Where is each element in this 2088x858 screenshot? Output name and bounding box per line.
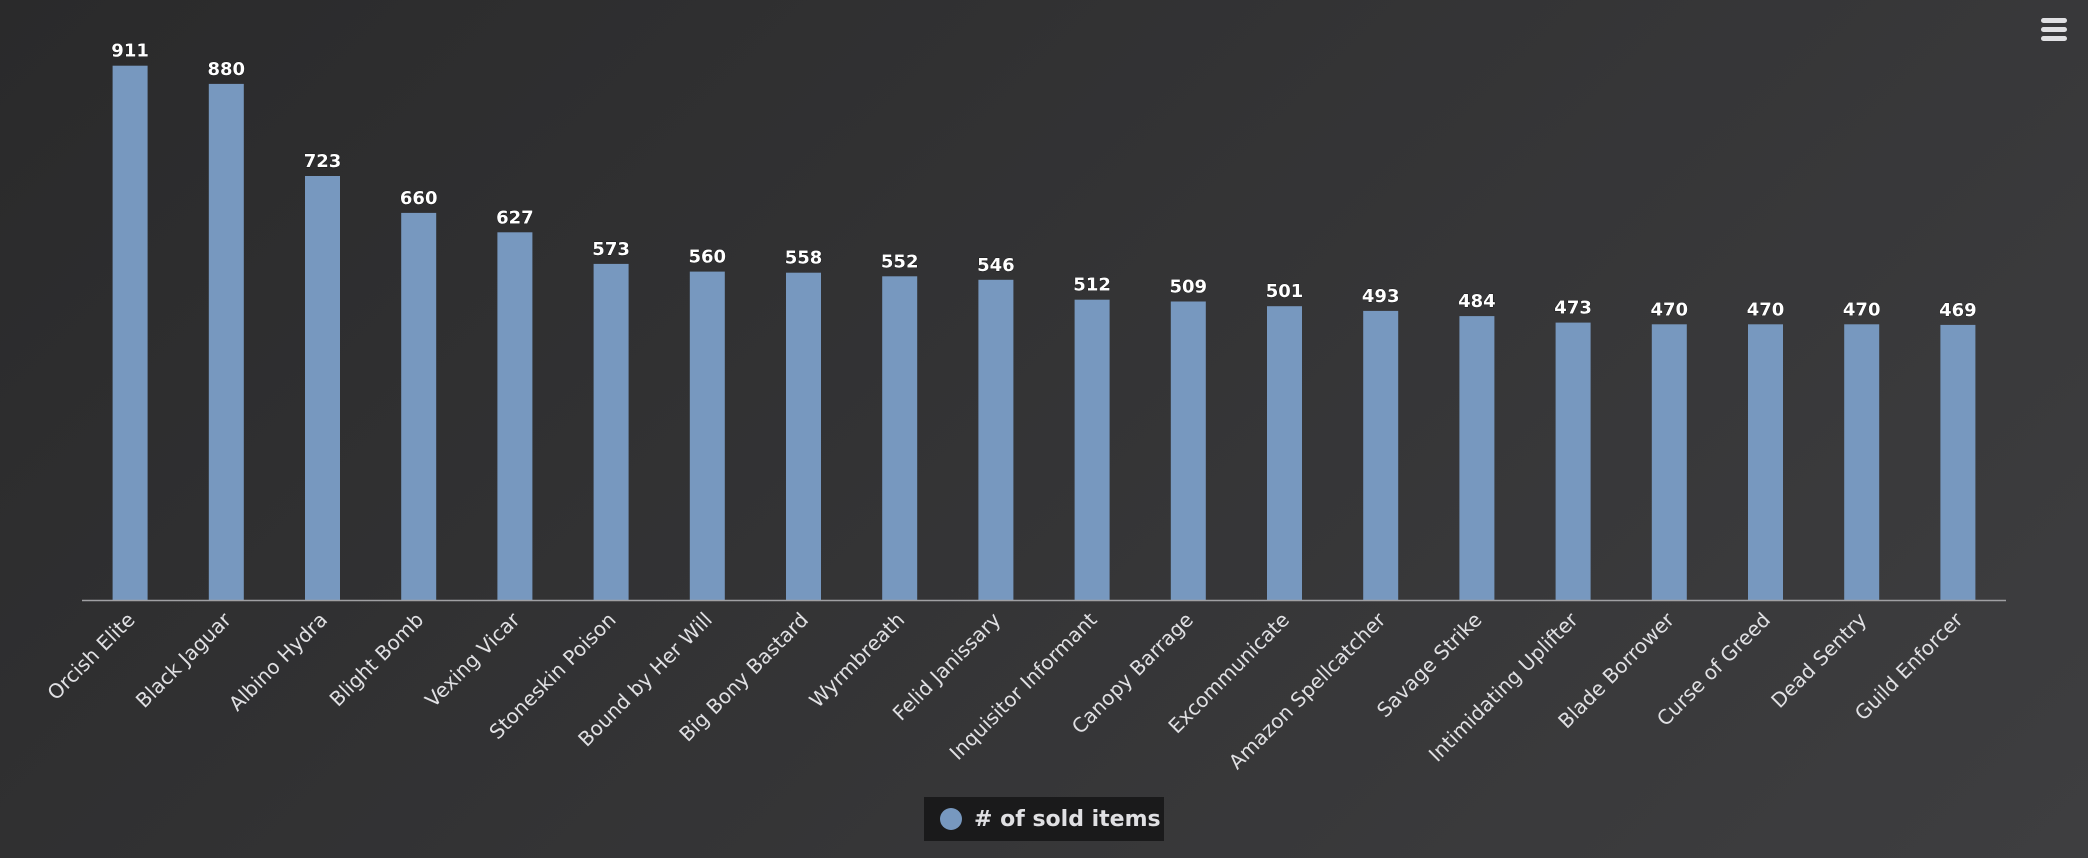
data-label: 560 [689,247,727,268]
data-label: 723 [304,151,342,172]
menu-line [2041,36,2067,41]
data-label: 470 [1747,299,1785,320]
legend-label: # of sold items [974,806,1161,832]
x-tick-label: Amazon Spellcatcher [1224,607,1391,774]
bar[interactable] [689,271,725,600]
bar[interactable] [1267,306,1302,600]
x-tick-label: Vexing Vicar [420,607,525,712]
bar[interactable] [305,176,340,600]
bar[interactable] [593,263,629,600]
data-label: 501 [1266,281,1304,302]
data-label: 627 [496,207,534,228]
data-label: 558 [785,248,823,269]
menu-line [2041,27,2067,32]
bar[interactable] [112,65,148,600]
bar[interactable] [1170,301,1206,601]
data-label: 470 [1843,299,1881,320]
legend-swatch [940,808,962,830]
data-label: 469 [1939,300,1977,321]
data-label: 573 [592,239,630,260]
bar[interactable] [401,212,437,600]
x-tick-label: Dead Sentry [1766,607,1871,712]
menu-line [2041,18,2067,23]
x-tick-label: Wyrmbreath [804,608,909,713]
data-label: 546 [977,255,1015,276]
data-label: 473 [1554,298,1592,319]
bar[interactable] [497,232,533,601]
bar[interactable] [1459,316,1495,600]
data-label: 512 [1073,275,1111,296]
x-tick-label: Albino Hydra [224,608,332,716]
bar[interactable] [1940,324,1976,600]
bar[interactable] [978,279,1014,600]
data-label: 470 [1651,299,1689,320]
x-tick-label: Blight Bomb [325,608,429,712]
data-label: 911 [111,41,149,62]
hamburger-menu-icon[interactable] [2036,12,2072,48]
bar[interactable] [786,272,821,600]
legend-item[interactable]: # of sold items [924,797,1164,841]
x-tick-label: Orcish Elite [42,608,139,705]
bar[interactable] [882,276,918,600]
bar[interactable] [1748,324,1783,600]
bar[interactable] [1844,324,1880,600]
bar[interactable] [1074,299,1110,600]
bar[interactable] [1651,324,1687,600]
bar[interactable] [1363,310,1399,600]
data-label: 552 [881,251,919,272]
bar[interactable] [208,83,244,600]
bar[interactable] [1555,322,1591,600]
data-label: 880 [208,59,246,80]
x-tick-label: Black Jaguar [131,607,237,713]
data-label: 493 [1362,286,1400,307]
data-label: 509 [1170,277,1208,298]
data-label: 484 [1458,291,1496,312]
data-label: 660 [400,188,438,209]
